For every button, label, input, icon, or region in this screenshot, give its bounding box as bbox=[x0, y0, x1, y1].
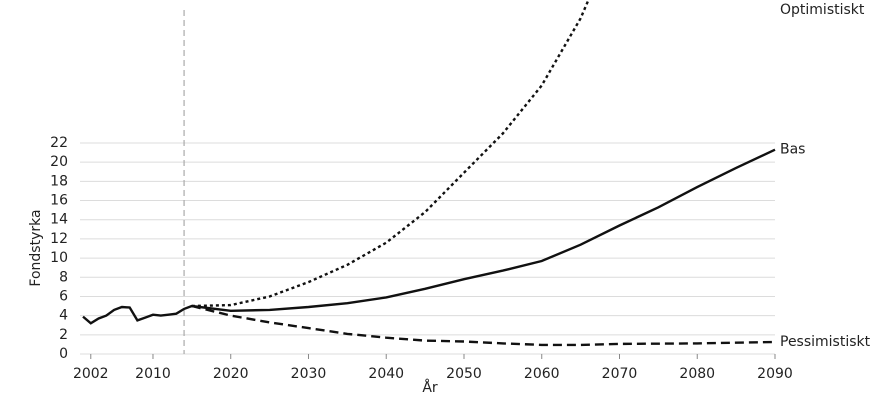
x-tick-label: 2060 bbox=[524, 366, 560, 382]
series-line bbox=[191, 0, 590, 308]
x-tick-label: 2050 bbox=[446, 366, 482, 382]
y-tick-label: 14 bbox=[50, 212, 68, 228]
y-tick-label: 16 bbox=[50, 193, 68, 209]
y-tick-label: 12 bbox=[50, 231, 68, 247]
series-line bbox=[191, 304, 776, 347]
y-tick-label: 4 bbox=[59, 308, 68, 324]
y-tick-label: 6 bbox=[59, 288, 68, 304]
x-tick-label: 2030 bbox=[291, 366, 327, 382]
y-tick-label: 10 bbox=[50, 250, 68, 266]
x-tick-label: 2020 bbox=[213, 366, 249, 382]
series-line bbox=[82, 148, 776, 325]
series-label: Bas bbox=[780, 142, 805, 158]
series-label: Pessimistiskt bbox=[780, 334, 871, 350]
x-axis-label: År bbox=[422, 379, 438, 396]
y-tick-label: 8 bbox=[59, 269, 68, 285]
x-tick-label: 2090 bbox=[757, 366, 793, 382]
y-tick-label: 20 bbox=[50, 154, 68, 170]
x-tick-label: 2040 bbox=[368, 366, 404, 382]
x-tick-label: 2002 bbox=[73, 366, 109, 382]
y-tick-label: 2 bbox=[59, 327, 68, 343]
series-label: Optimistiskt bbox=[780, 2, 865, 18]
y-tick-label: 18 bbox=[50, 173, 68, 189]
y-tick-label: 0 bbox=[59, 346, 68, 362]
x-tick-label: 2070 bbox=[602, 366, 638, 382]
x-tick-label: 2010 bbox=[135, 366, 171, 382]
y-axis-label: Fondstyrka bbox=[28, 209, 44, 286]
y-tick-label: 22 bbox=[50, 135, 68, 151]
x-tick-label: 2080 bbox=[679, 366, 715, 382]
